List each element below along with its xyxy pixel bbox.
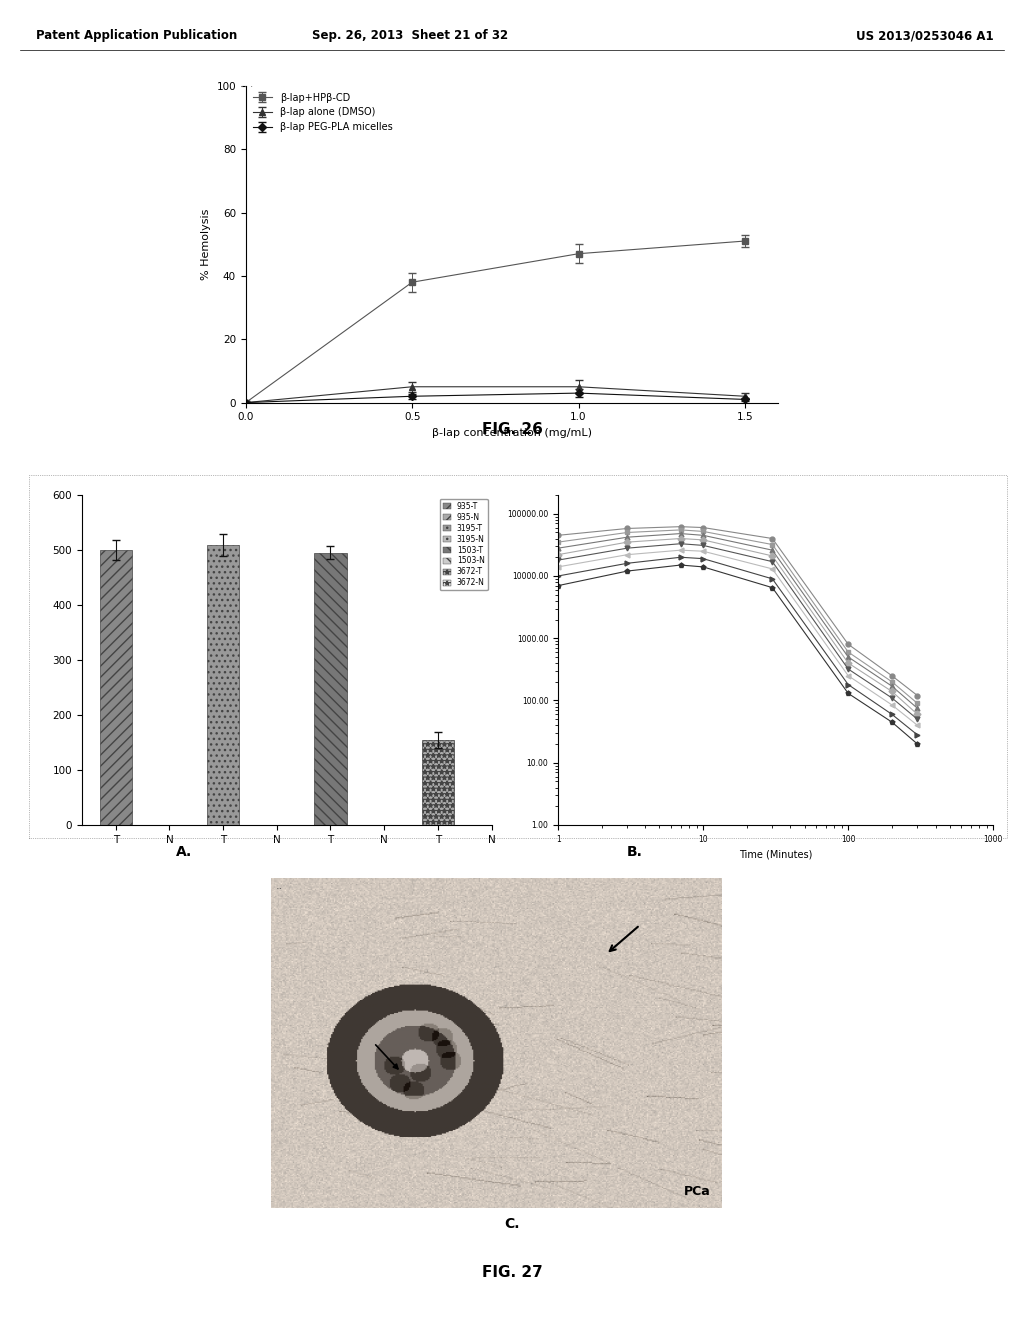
Bar <box>207 544 240 825</box>
Bar <box>314 553 346 825</box>
Legend: β-lap+HPβ-CD, β-lap alone (DMSO), β-lap PEG-PLA micelles: β-lap+HPβ-CD, β-lap alone (DMSO), β-lap … <box>249 88 396 136</box>
X-axis label: Time (Minutes): Time (Minutes) <box>739 849 812 859</box>
Text: PCa: PCa <box>684 1185 711 1199</box>
Text: FIG. 27: FIG. 27 <box>481 1265 543 1279</box>
Text: Sep. 26, 2013  Sheet 21 of 32: Sep. 26, 2013 Sheet 21 of 32 <box>311 29 508 42</box>
Text: FIG. 26: FIG. 26 <box>481 422 543 437</box>
Text: C.: C. <box>504 1217 520 1232</box>
Text: A.: A. <box>176 845 193 859</box>
Bar <box>422 739 454 825</box>
Bar <box>99 550 132 825</box>
Y-axis label: % Hemolysis: % Hemolysis <box>201 209 211 280</box>
Text: US 2013/0253046 A1: US 2013/0253046 A1 <box>856 29 993 42</box>
Legend: 935-T, 935-N, 3195-T, 3195-N, 1503-T, 1503-N, 3672-T, 3672-N: 935-T, 935-N, 3195-T, 3195-N, 1503-T, 15… <box>440 499 487 590</box>
Text: ․․: ․․ <box>275 882 283 891</box>
Text: .. .: .. . <box>241 79 253 90</box>
Text: Patent Application Publication: Patent Application Publication <box>36 29 238 42</box>
X-axis label: β-lap concentration (mg/mL): β-lap concentration (mg/mL) <box>432 428 592 438</box>
Text: B.: B. <box>627 845 643 859</box>
